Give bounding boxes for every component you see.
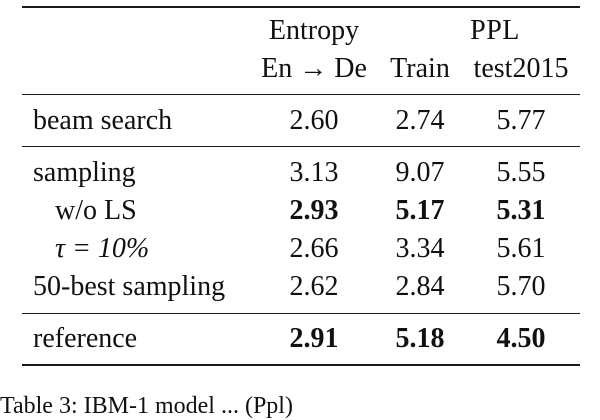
- table-caption: Table 3: IBM-1 model ... (Ppl): [0, 393, 293, 419]
- row-entropy-reference: 2.91: [289, 323, 339, 354]
- row-entropy-beam-search: 2.60: [289, 105, 339, 136]
- header-rule: [22, 94, 580, 95]
- row-label-sampling: sampling: [33, 157, 136, 188]
- subheader-train: Train: [390, 53, 450, 84]
- row-train-sampling: 9.07: [395, 157, 445, 188]
- reference-rule: [22, 313, 580, 314]
- row-label-tau: τ = 10%: [55, 233, 150, 264]
- row-label-reference: reference: [33, 323, 138, 354]
- row-test-sampling: 5.55: [496, 157, 546, 188]
- row-train-tau: 3.34: [395, 233, 445, 264]
- row-test-beam-search: 5.77: [496, 105, 546, 136]
- row-test-wo-ls: 5.31: [496, 195, 546, 226]
- section-rule: [22, 146, 580, 147]
- row-label-wo-ls: w/o LS: [55, 195, 137, 226]
- row-train-beam-search: 2.74: [395, 105, 445, 136]
- row-test-50-best: 5.70: [496, 271, 546, 302]
- row-entropy-tau: 2.66: [289, 233, 339, 264]
- row-train-wo-ls: 5.17: [395, 195, 445, 226]
- row-train-reference: 5.18: [395, 323, 445, 354]
- row-label-beam-search: beam search: [33, 105, 173, 136]
- subheader-test2015: test2015: [473, 53, 569, 84]
- row-test-tau: 5.61: [496, 233, 546, 264]
- row-entropy-wo-ls: 2.93: [289, 195, 339, 226]
- top-rule: [22, 6, 580, 8]
- header-entropy: Entropy: [268, 15, 360, 46]
- row-entropy-50-best: 2.62: [289, 271, 339, 302]
- row-label-50-best: 50-best sampling: [33, 271, 226, 302]
- row-entropy-sampling: 3.13: [289, 157, 339, 188]
- subheader-en-de: En → De: [261, 53, 367, 84]
- header-ppl: PPL: [470, 15, 520, 46]
- row-train-50-best: 2.84: [395, 271, 445, 302]
- row-test-reference: 4.50: [496, 323, 546, 354]
- bottom-rule: [22, 364, 580, 366]
